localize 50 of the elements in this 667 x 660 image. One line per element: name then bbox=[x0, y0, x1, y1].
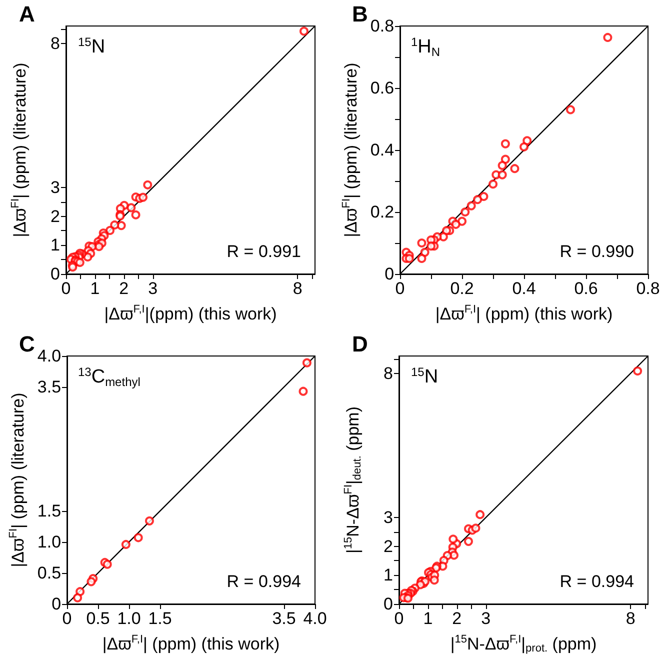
x-tick-label: 0.5 bbox=[86, 609, 110, 628]
y-tick-label: 2 bbox=[384, 536, 393, 556]
y-tick-label: 2 bbox=[50, 206, 60, 226]
y-tick-label: 0.6 bbox=[370, 78, 394, 98]
y-tick-label: 0 bbox=[52, 594, 62, 614]
annotation: R = 0.991 bbox=[226, 242, 302, 261]
x-tick-label: 3.5 bbox=[272, 609, 296, 628]
y-tick-label: 3 bbox=[384, 508, 393, 527]
y-tick-label: 0.2 bbox=[370, 202, 394, 222]
y-tick-label: 0.4 bbox=[370, 140, 394, 160]
x-tick-label: 0.8 bbox=[636, 279, 660, 298]
y-tick-label: 8 bbox=[384, 364, 393, 383]
chart-title: D bbox=[352, 332, 368, 356]
x-tick-label: 2 bbox=[452, 609, 462, 628]
y-tick-label: 0 bbox=[50, 264, 60, 284]
x-tick-label: 2 bbox=[119, 279, 129, 298]
chart-title: A bbox=[19, 2, 35, 26]
annotation: R = 0.990 bbox=[560, 242, 634, 261]
y-axis-title: |ΔϖFI| (ppm) (literature) bbox=[10, 62, 30, 238]
x-tick-label: 8 bbox=[626, 609, 636, 628]
y-tick-label: 1.0 bbox=[37, 532, 62, 552]
annotation: R = 0.994 bbox=[226, 572, 302, 591]
y-axis-title: |ΔϖFI| (ppm) (literature) bbox=[8, 392, 28, 568]
y-tick-label: 1.5 bbox=[37, 502, 62, 520]
y-tick-label: 3.5 bbox=[37, 378, 62, 396]
y-tick-label: 3 bbox=[50, 178, 60, 197]
x-tick-label: 0.4 bbox=[512, 279, 536, 298]
annotation: R = 0.994 bbox=[560, 572, 634, 591]
x-tick-label: 3 bbox=[481, 609, 491, 628]
y-tick-label: 1 bbox=[50, 236, 60, 255]
x-tick-label: 8 bbox=[292, 279, 302, 298]
y-tick-label: 8 bbox=[50, 34, 60, 53]
y-axis-title: |15N-ΔϖFI|deut. (ppm) bbox=[342, 406, 364, 554]
y-axis-title: |ΔϖFI| (ppm) (literature) bbox=[340, 62, 360, 238]
x-tick-label: 0.6 bbox=[574, 279, 598, 298]
x-tick-label: 0.2 bbox=[450, 279, 474, 298]
y-tick-label: 4.0 bbox=[37, 346, 62, 366]
chart-title: B bbox=[352, 2, 368, 26]
x-tick-label: 4.0 bbox=[303, 609, 327, 628]
x-tick-label: 1 bbox=[90, 279, 100, 298]
y-tick-label: 0 bbox=[384, 264, 394, 284]
y-tick-label: 0 bbox=[384, 594, 393, 614]
y-tick-label: 0.5 bbox=[37, 564, 62, 582]
x-tick-label: 3 bbox=[148, 279, 158, 298]
y-tick-label: 0.8 bbox=[370, 16, 394, 36]
x-tick-label: 1 bbox=[423, 609, 433, 628]
y-tick-label: 1 bbox=[384, 566, 393, 585]
chart-title: C bbox=[19, 332, 35, 356]
x-tick-label: 1.5 bbox=[148, 609, 172, 628]
x-tick-label: 1.0 bbox=[117, 609, 141, 628]
